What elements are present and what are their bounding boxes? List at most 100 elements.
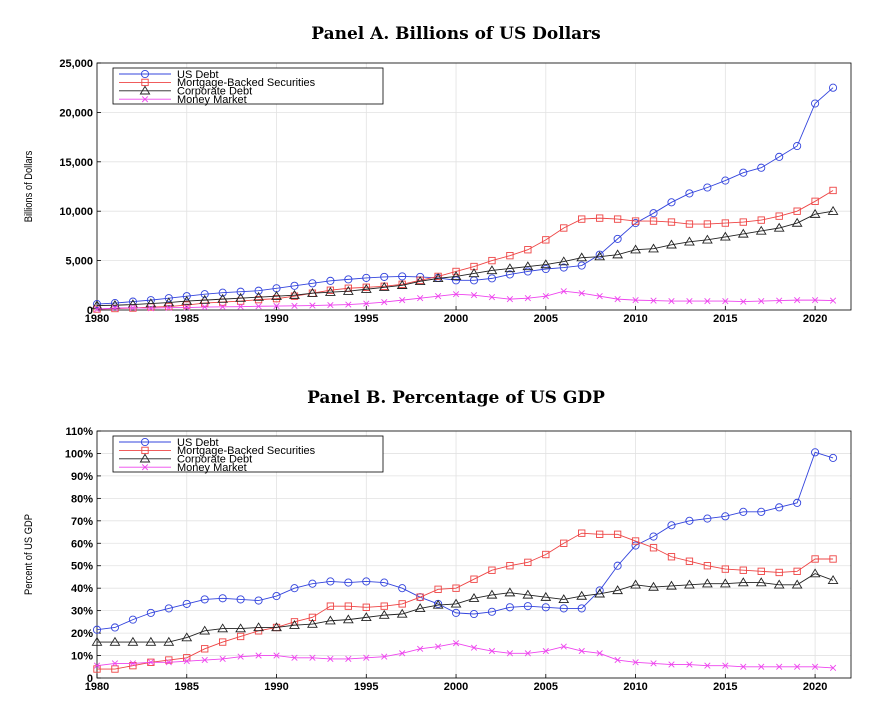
data-point <box>470 575 478 583</box>
data-point <box>434 643 442 650</box>
data-point <box>793 498 802 507</box>
panel-title: Panel A. Billions of US Dollars <box>311 24 600 44</box>
data-point <box>487 607 497 616</box>
legend-label: Mortgage-Backed Securities <box>177 445 316 457</box>
data-point <box>381 298 388 306</box>
data-point <box>416 593 424 601</box>
data-point <box>560 288 567 295</box>
data-point <box>648 243 659 253</box>
data-point <box>721 219 729 227</box>
y-axis-label: Billions of Dollars <box>23 151 35 223</box>
data-point <box>291 302 298 309</box>
data-point <box>398 584 407 593</box>
data-point <box>452 267 460 276</box>
data-point <box>740 298 747 305</box>
data-point <box>164 294 173 303</box>
data-point <box>342 285 354 295</box>
data-point <box>201 645 209 653</box>
data-point <box>396 608 408 618</box>
data-point <box>827 205 839 215</box>
x-tick-label: 2005 <box>534 681 558 693</box>
data-point <box>219 638 227 646</box>
data-point <box>739 566 747 574</box>
x-tick-label: 2015 <box>713 313 737 325</box>
data-point <box>360 612 372 622</box>
data-point <box>522 589 534 599</box>
x-tick-label: 2015 <box>713 681 737 693</box>
data-point <box>649 209 658 218</box>
data-point <box>363 654 370 661</box>
data-point <box>596 214 604 222</box>
data-point <box>632 297 639 304</box>
data-point <box>596 293 603 300</box>
data-point <box>704 662 711 669</box>
data-point <box>757 163 766 172</box>
x-tick-label: 2010 <box>623 681 647 693</box>
data-point <box>163 636 175 646</box>
legend-marker <box>139 453 151 463</box>
data-point <box>668 661 675 668</box>
data-point <box>324 286 336 296</box>
data-point <box>613 215 622 223</box>
data-point <box>363 300 370 307</box>
data-point <box>432 599 444 609</box>
data-point <box>739 168 748 177</box>
data-point <box>145 636 157 646</box>
data-point <box>255 303 262 310</box>
data-point <box>434 585 442 593</box>
data-point <box>650 297 657 304</box>
y-tick-label: 0 <box>87 305 93 317</box>
data-point <box>560 224 568 232</box>
series-money-market <box>93 640 837 672</box>
data-point <box>809 208 821 218</box>
data-point <box>542 550 550 559</box>
data-point <box>307 287 318 297</box>
data-point <box>630 244 641 254</box>
data-point <box>667 198 676 207</box>
data-point <box>540 259 552 269</box>
data-point <box>829 664 837 672</box>
data-point <box>434 293 442 300</box>
data-point <box>775 212 783 220</box>
data-point <box>524 295 531 302</box>
data-point <box>773 222 785 232</box>
data-point <box>237 303 244 310</box>
data-point <box>776 297 783 304</box>
data-point <box>578 215 586 223</box>
y-tick-label: 25,000 <box>59 58 93 70</box>
data-point <box>667 521 676 530</box>
data-point <box>396 280 408 289</box>
data-point <box>594 588 606 598</box>
data-point <box>793 207 801 215</box>
data-point <box>828 453 838 462</box>
y-tick-label: 110% <box>65 426 93 438</box>
y-tick-label: 80% <box>71 493 93 505</box>
data-point <box>719 578 731 588</box>
data-point <box>200 290 209 299</box>
data-point <box>380 602 388 610</box>
data-point <box>758 297 765 305</box>
data-point <box>452 640 460 647</box>
data-point <box>829 555 837 563</box>
series-line <box>96 87 834 305</box>
data-point <box>505 603 514 612</box>
data-point <box>289 289 300 299</box>
data-point <box>217 623 229 633</box>
data-point <box>668 297 675 305</box>
data-point <box>469 609 479 619</box>
data-point <box>111 660 119 667</box>
data-point <box>236 287 245 296</box>
data-point <box>326 602 335 610</box>
data-point <box>631 217 640 225</box>
data-point <box>701 578 713 588</box>
x-tick-label: 2020 <box>803 681 827 693</box>
data-point <box>614 296 621 303</box>
data-point <box>254 596 263 605</box>
legend-label: Money Market <box>177 462 247 474</box>
data-point <box>183 658 190 665</box>
series-corporate-debt <box>91 205 839 310</box>
data-point <box>486 265 498 275</box>
data-point <box>486 589 498 599</box>
data-point <box>255 652 262 659</box>
panel-a: Panel A. Billions of US Dollars 1980 1985 1… <box>23 24 852 325</box>
